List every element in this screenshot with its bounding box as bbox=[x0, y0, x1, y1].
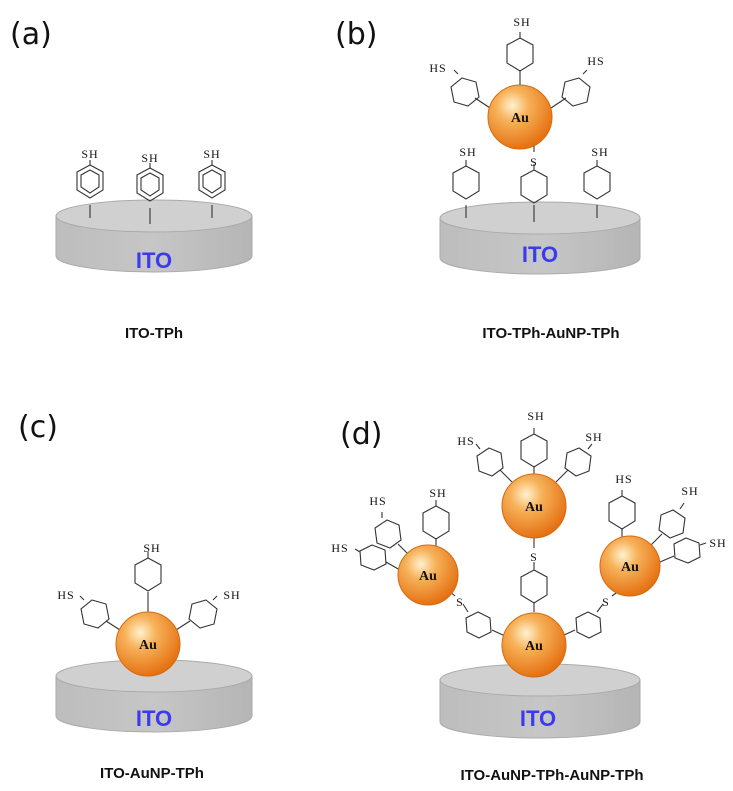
thiophenol-molecule: SH bbox=[583, 145, 611, 218]
thiophenol-molecule: SH bbox=[452, 145, 480, 218]
thiol-label: SH bbox=[143, 541, 160, 555]
sulfur-label: S bbox=[602, 595, 610, 609]
panel-d-label: (d) bbox=[340, 417, 382, 452]
thiophenol-bridge: S bbox=[520, 538, 548, 612]
thiol-label: HS bbox=[331, 541, 348, 555]
ito-substrate: ITO bbox=[439, 663, 641, 739]
gold-nanoparticle-ligand: HS bbox=[429, 61, 491, 109]
gold-nanoparticle: Au bbox=[115, 611, 181, 677]
gold-label: Au bbox=[139, 638, 157, 653]
panel-c-caption: ITO-AuNP-TPh bbox=[100, 765, 204, 782]
thiophenol-bridge: S bbox=[561, 589, 621, 639]
panel-d: (d) ITO S S S bbox=[331, 409, 726, 784]
gold-nanoparticle-ligand: SH bbox=[422, 486, 450, 550]
gold-nanoparticle: Au bbox=[487, 84, 553, 150]
thiol-label: HS bbox=[429, 61, 446, 75]
thiophenol-molecule: SH bbox=[198, 147, 226, 218]
thiol-label: SH bbox=[585, 430, 602, 444]
sulfur-label: S bbox=[530, 155, 538, 169]
thiol-label: SH bbox=[709, 536, 726, 550]
gold-label: Au bbox=[621, 560, 639, 575]
thiophenol-molecule: SH bbox=[76, 147, 104, 218]
gold-nanoparticle-ligand: SH bbox=[659, 536, 726, 564]
gold-nanoparticle-ligand: SH bbox=[520, 409, 548, 476]
panel-b: (b) ITO SH S SH bbox=[335, 15, 641, 342]
thiol-label: SH bbox=[81, 147, 98, 161]
sulfur-label: S bbox=[530, 550, 538, 564]
panel-c-label: (c) bbox=[18, 410, 58, 445]
panel-a-caption: ITO-TPh bbox=[125, 325, 183, 342]
gold-label: Au bbox=[525, 639, 543, 654]
gold-nanoparticle-ligand: HS bbox=[550, 54, 604, 109]
gold-nanoparticle-ligand: HS bbox=[608, 472, 636, 538]
panel-a-label: (a) bbox=[10, 17, 52, 52]
thiol-label: SH bbox=[459, 145, 476, 159]
gold-label: Au bbox=[525, 500, 543, 515]
gold-label: Au bbox=[511, 111, 529, 126]
ito-label: ITO bbox=[522, 242, 558, 267]
thiol-label: SH bbox=[591, 145, 608, 159]
gold-label: Au bbox=[419, 569, 437, 584]
thiol-label: HS bbox=[615, 472, 632, 486]
sulfur-label: S bbox=[456, 595, 464, 609]
thiophenol-bridge: S bbox=[447, 589, 506, 639]
thiol-label: SH bbox=[513, 15, 530, 29]
ito-substrate: ITO bbox=[439, 201, 641, 275]
thiol-label: HS bbox=[457, 434, 474, 448]
ito-label: ITO bbox=[136, 248, 172, 273]
thiol-label: HS bbox=[57, 588, 74, 602]
gold-nanoparticle-ligand: HS bbox=[331, 541, 401, 571]
thiol-label: SH bbox=[527, 409, 544, 423]
gold-nanoparticle: Au bbox=[599, 535, 661, 597]
gold-nanoparticle-ligand: SH bbox=[506, 15, 534, 88]
panel-d-caption: ITO-AuNP-TPh-AuNP-TPh bbox=[460, 767, 643, 784]
panel-b-label: (b) bbox=[335, 17, 377, 52]
gold-nanoparticle: Au bbox=[501, 612, 567, 678]
panel-b-caption: ITO-TPh-AuNP-TPh bbox=[482, 325, 619, 342]
gold-nanoparticle-ligand: SH bbox=[134, 541, 162, 612]
gold-nanoparticle: Au bbox=[501, 473, 567, 539]
gold-nanoparticle-ligand: HS bbox=[457, 434, 513, 483]
thiophenol-molecule: SH bbox=[136, 151, 164, 224]
thiol-label: SH bbox=[141, 151, 158, 165]
ito-label: ITO bbox=[520, 706, 556, 731]
gold-nanoparticle-ligand: HS bbox=[57, 588, 121, 631]
thiol-label: SH bbox=[223, 588, 240, 602]
thiol-label: SH bbox=[203, 147, 220, 161]
thiol-label: SH bbox=[681, 484, 698, 498]
panel-c: (c) ITO SH HS SH Au ITO-AuNP- bbox=[18, 410, 253, 782]
gold-nanoparticle: Au bbox=[397, 544, 459, 606]
thiol-label: HS bbox=[369, 494, 386, 508]
thiol-label: SH bbox=[429, 486, 446, 500]
gold-nanoparticle-ligand: SH bbox=[649, 484, 698, 547]
thiol-label: HS bbox=[587, 54, 604, 68]
ito-label: ITO bbox=[136, 706, 172, 731]
panel-a: (a) ITO SH SH SH bbox=[10, 17, 253, 342]
gold-nanoparticle-ligand: SH bbox=[555, 430, 602, 483]
ito-substrate: ITO bbox=[55, 199, 253, 273]
ito-substrate: ITO bbox=[55, 659, 253, 733]
gold-nanoparticle-ligand: SH bbox=[175, 588, 240, 631]
